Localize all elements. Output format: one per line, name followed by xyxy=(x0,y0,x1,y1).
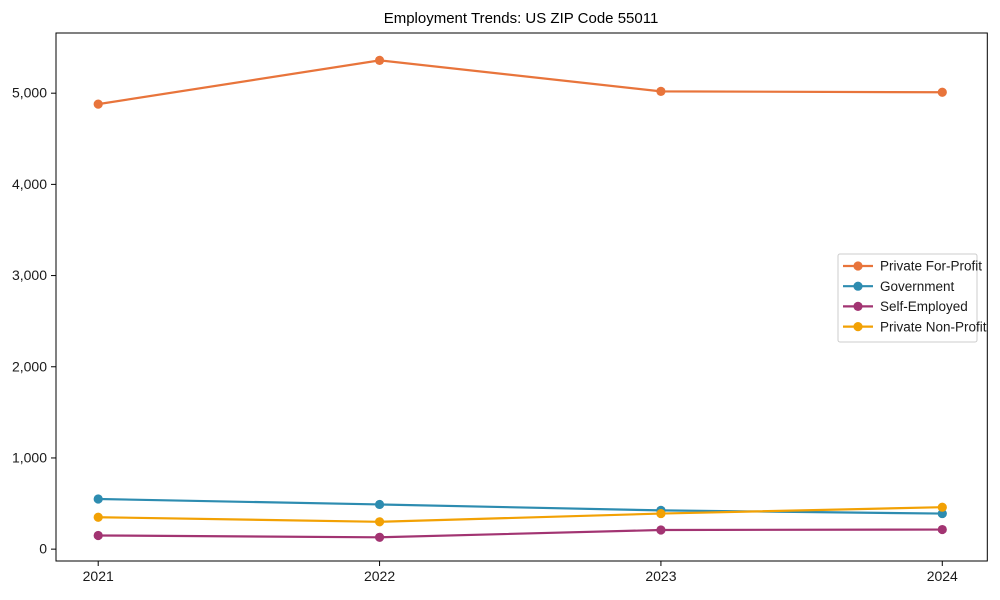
x-tick-label: 2024 xyxy=(927,568,958,584)
data-point-private-for-profit-2021 xyxy=(93,99,103,109)
legend-marker-self-employed xyxy=(853,301,863,311)
plot-area-border xyxy=(55,32,988,562)
series-line-private-non-profit xyxy=(97,506,944,523)
data-point-private-for-profit-2023 xyxy=(656,86,666,96)
y-tick-label: 1,000 xyxy=(12,449,47,465)
x-tick-label: 2022 xyxy=(364,568,395,584)
data-point-self-employed-2023 xyxy=(656,525,666,535)
series-line-self-employed xyxy=(97,528,944,539)
series-line-government xyxy=(97,497,944,515)
data-point-government-2022 xyxy=(374,499,385,510)
chart-title: Employment Trends: US ZIP Code 55011 xyxy=(384,10,659,27)
x-tick-label: 2023 xyxy=(645,568,676,584)
data-point-self-employed-2022 xyxy=(374,532,385,542)
data-point-private-non-profit-2021 xyxy=(93,512,103,522)
legend-label-self-employed: Self-Employed xyxy=(880,299,968,314)
legend-label-government: Government xyxy=(880,279,955,294)
series-line-private-for-profit xyxy=(97,59,944,106)
data-point-self-employed-2024 xyxy=(937,524,947,535)
legend-label-private-for-profit: Private For-Profit xyxy=(880,259,982,274)
legend-marker-private-for-profit xyxy=(853,261,863,271)
legend-marker-private-non-profit xyxy=(853,322,863,332)
data-point-private-non-profit-2022 xyxy=(374,517,385,527)
data-point-private-for-profit-2022 xyxy=(374,55,385,65)
legend: Private For-Profit Government Self-Employe… xyxy=(837,253,987,343)
data-point-government-2024 xyxy=(937,508,947,519)
data-point-government-2021 xyxy=(93,494,103,504)
x-tick-label: 2021 xyxy=(83,568,114,584)
y-tick-label: 0 xyxy=(39,541,47,557)
y-tick-label: 2,000 xyxy=(12,358,47,374)
data-point-private-for-profit-2024 xyxy=(937,87,947,97)
data-point-private-non-profit-2023 xyxy=(656,508,666,519)
legend-label-private-non-profit: Private Non-Profit xyxy=(880,319,987,334)
data-point-self-employed-2021 xyxy=(93,530,103,541)
y-tick-label: 4,000 xyxy=(12,176,47,192)
x-axis: 2021 2022 2023 2024 xyxy=(83,561,958,584)
legend-box xyxy=(837,253,978,343)
legend-marker-government xyxy=(853,281,863,291)
data-point-private-non-profit-2024 xyxy=(937,502,947,512)
y-axis: 0 1,000 2,000 3,000 4,000 5,000 xyxy=(12,85,56,557)
series-group xyxy=(93,55,947,542)
y-tick-label: 5,000 xyxy=(12,85,47,101)
y-tick-label: 3,000 xyxy=(12,267,47,283)
